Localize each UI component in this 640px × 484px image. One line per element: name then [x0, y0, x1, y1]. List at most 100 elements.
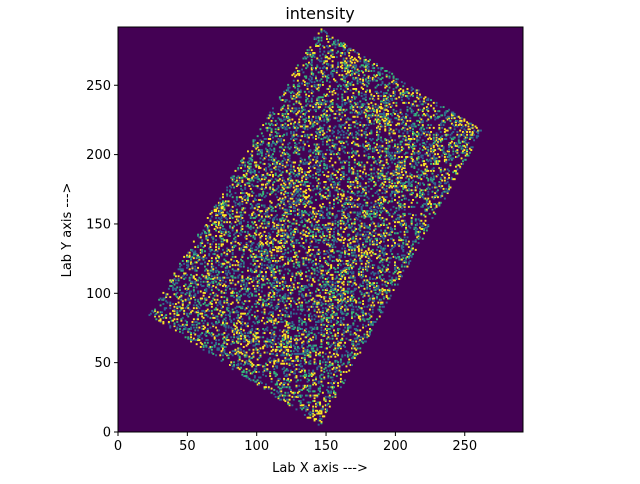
heatmap-cell	[238, 203, 241, 206]
heatmap-cell	[288, 373, 291, 376]
heatmap-cell	[317, 354, 320, 357]
heatmap-cell	[288, 160, 291, 163]
heatmap-cell	[302, 258, 305, 261]
heatmap-cell	[301, 308, 304, 311]
heatmap-cell	[298, 147, 301, 150]
heatmap-cell	[290, 250, 292, 253]
heatmap-cell	[245, 325, 248, 328]
heatmap-cell	[312, 124, 315, 127]
heatmap-cell	[190, 328, 193, 330]
heatmap-cell	[284, 350, 287, 353]
heatmap-cell	[320, 380, 323, 383]
heatmap-cell	[312, 211, 315, 214]
heatmap-cell	[205, 224, 208, 226]
heatmap-cell	[299, 244, 302, 247]
heatmap-cell	[184, 326, 187, 329]
heatmap-cell	[201, 232, 204, 235]
heatmap-cell	[270, 214, 273, 217]
heatmap-cell	[288, 86, 291, 89]
heatmap-cell	[299, 337, 302, 340]
heatmap-cell	[294, 395, 297, 398]
heatmap-cell	[305, 285, 308, 287]
heatmap-cell	[317, 143, 320, 146]
heatmap-cell	[230, 321, 233, 323]
heatmap-cell	[244, 186, 247, 189]
heatmap-cell	[278, 390, 281, 393]
heatmap-cell	[301, 199, 304, 201]
heatmap-cell	[309, 161, 312, 164]
heatmap-cell	[262, 346, 265, 348]
heatmap-cell	[202, 246, 205, 249]
heatmap-cell	[267, 232, 270, 235]
heatmap-cell	[285, 368, 288, 371]
heatmap-cell	[328, 273, 331, 276]
heatmap-cell	[241, 192, 244, 195]
heatmap-cell	[237, 268, 240, 271]
heatmap-cell	[294, 214, 297, 217]
heatmap-cell	[273, 160, 276, 163]
heatmap-cell	[319, 380, 322, 383]
heatmap-cell	[247, 269, 249, 272]
heatmap-cell	[206, 329, 209, 332]
heatmap-cell	[210, 215, 213, 218]
heatmap-cell	[291, 328, 294, 330]
heatmap-cell	[321, 194, 324, 197]
heatmap-cell	[292, 92, 295, 95]
heatmap-cell	[281, 334, 284, 337]
heatmap-cell	[231, 329, 234, 332]
heatmap-cell	[335, 290, 338, 293]
heatmap-cell	[281, 352, 284, 355]
heatmap-cell	[317, 308, 320, 311]
heatmap-cell	[328, 57, 331, 60]
heatmap-cell	[235, 199, 238, 201]
heatmap-cell	[330, 314, 333, 317]
heatmap-cell	[260, 262, 263, 265]
heatmap-cell	[186, 254, 188, 257]
heatmap-cell	[301, 212, 304, 215]
heatmap-cell	[319, 265, 322, 268]
heatmap-cell	[174, 293, 177, 296]
heatmap-cell	[278, 150, 281, 153]
heatmap-cell	[231, 287, 234, 290]
heatmap-cell	[308, 144, 310, 147]
heatmap-cell	[210, 211, 213, 214]
heatmap-cell	[226, 352, 229, 355]
heatmap-cell	[302, 118, 305, 121]
heatmap-cell	[265, 156, 267, 158]
heatmap-cell	[255, 161, 258, 164]
heatmap-cell	[159, 311, 162, 314]
heatmap-cell	[256, 214, 259, 217]
heatmap-cell	[303, 118, 306, 121]
heatmap-cell	[295, 100, 298, 103]
heatmap-cell	[242, 375, 245, 378]
heatmap-cell	[302, 201, 305, 204]
heatmap-cell	[285, 192, 288, 195]
heatmap-cell	[204, 326, 206, 329]
heatmap-cell	[231, 205, 234, 208]
heatmap-cell	[216, 287, 219, 290]
heatmap-cell	[303, 121, 306, 124]
heatmap-cell	[316, 409, 319, 412]
heatmap-cell	[298, 352, 301, 355]
heatmap-cell	[292, 344, 295, 347]
heatmap-cell	[334, 174, 337, 176]
heatmap-cell	[295, 337, 298, 340]
heatmap-cell	[173, 273, 176, 276]
heatmap-cell	[266, 214, 269, 217]
heatmap-cell	[291, 110, 294, 113]
heatmap-cell	[258, 273, 261, 276]
heatmap-cell	[270, 289, 273, 292]
heatmap-cell	[180, 296, 183, 299]
heatmap-cell	[270, 283, 273, 286]
heatmap-cell	[255, 365, 258, 368]
heatmap-cell	[303, 205, 306, 208]
heatmap-cell	[206, 229, 209, 232]
heatmap-cell	[267, 221, 270, 224]
heatmap-cell	[323, 316, 326, 319]
heatmap-cell	[260, 250, 263, 253]
heatmap-cell	[274, 395, 277, 398]
heatmap-cell	[327, 390, 330, 393]
heatmap-cell	[292, 323, 295, 326]
heatmap-cell	[317, 96, 320, 99]
heatmap-cell	[295, 408, 298, 411]
